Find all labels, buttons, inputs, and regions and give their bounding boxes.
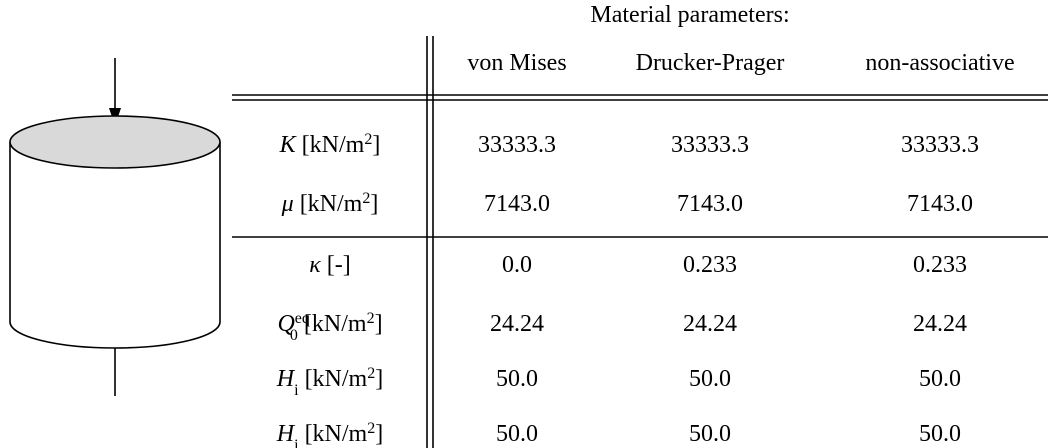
column-header: non-associative <box>865 50 1014 76</box>
cell-value: 7143.0 <box>907 191 973 217</box>
row-label: K[kN/m2] <box>279 131 381 159</box>
row-label: Hi [kN/m2] <box>276 365 383 399</box>
cell-value: 7143.0 <box>484 191 550 217</box>
symbol: H <box>276 366 296 392</box>
superscript: 2 <box>367 310 375 327</box>
row-label: μ[kN/m2] <box>281 190 379 218</box>
superscript: 2 <box>362 190 370 207</box>
unit: [-] <box>327 252 351 278</box>
cylinder-top <box>10 116 220 168</box>
unit-close: ] <box>375 421 383 447</box>
row-label: Hi [kN/m2] <box>276 420 383 448</box>
page: Material parameters: von Mises Drucker-Pr… <box>0 0 1048 448</box>
superscript: 2 <box>367 365 375 382</box>
cell-value: 50.0 <box>496 366 538 392</box>
cell-value: 33333.3 <box>671 132 749 158</box>
unit: [kN/m <box>300 191 363 217</box>
cell-value: 50.0 <box>919 421 961 447</box>
cell-value: 24.24 <box>913 311 967 337</box>
cylinder-figure <box>10 58 220 396</box>
superscript: 2 <box>367 420 375 437</box>
unit-close: ] <box>375 311 383 337</box>
row-label: κ[-] <box>309 252 351 278</box>
superscript: 2 <box>364 131 372 148</box>
symbol: μ <box>281 191 294 217</box>
cell-value: 0.0 <box>502 252 532 278</box>
cell-value: 7143.0 <box>677 191 743 217</box>
cell-value: 0.233 <box>913 252 967 278</box>
unit: [kN/m <box>302 132 365 158</box>
column-header: von Mises <box>467 50 566 76</box>
table-title: Material parameters: <box>590 2 789 28</box>
unit-close: ] <box>370 191 378 217</box>
cell-value: 50.0 <box>919 366 961 392</box>
cell-value: 50.0 <box>496 421 538 447</box>
cell-value: 0.233 <box>683 252 737 278</box>
symbol: H <box>276 421 296 447</box>
cell-value: 50.0 <box>689 421 731 447</box>
subscript: i <box>294 382 299 399</box>
symbol: K <box>279 132 298 158</box>
unit: [kN/m <box>305 366 368 392</box>
column-header: Drucker-Prager <box>636 50 785 76</box>
unit-close: ] <box>375 366 383 392</box>
cell-value: 33333.3 <box>901 132 979 158</box>
unit: [kN/m <box>305 421 368 447</box>
unit: [kN/m <box>304 311 367 337</box>
subscript: i <box>294 437 299 448</box>
cell-value: 24.24 <box>683 311 737 337</box>
symbol: κ <box>309 252 321 278</box>
cylinder-body <box>10 142 220 348</box>
unit-close: ] <box>372 132 380 158</box>
cell-value: 50.0 <box>689 366 731 392</box>
cell-value: 24.24 <box>490 311 544 337</box>
cell-value: 33333.3 <box>478 132 556 158</box>
subscript: 0 <box>290 327 298 344</box>
